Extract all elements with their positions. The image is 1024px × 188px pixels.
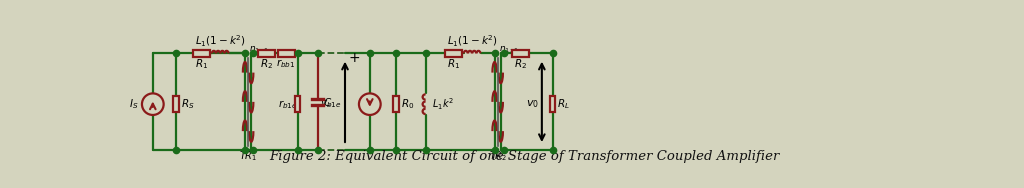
Bar <box>173 96 179 112</box>
Text: $v_0$: $v_0$ <box>525 98 539 110</box>
Circle shape <box>142 93 164 115</box>
Text: $L_1k^2$: $L_1k^2$ <box>432 96 454 112</box>
Text: $R_S$: $R_S$ <box>180 97 195 111</box>
Bar <box>550 96 555 112</box>
Text: $R_0$: $R_0$ <box>400 97 414 111</box>
Text: $R_L$: $R_L$ <box>557 97 570 111</box>
Text: +: + <box>348 51 359 65</box>
Text: $TR_1$: $TR_1$ <box>239 149 257 163</box>
Text: $I_S$: $I_S$ <box>129 97 138 111</box>
Text: $R_1$: $R_1$ <box>446 58 460 71</box>
Text: $n_{1:1}$: $n_{1:1}$ <box>249 44 269 55</box>
Bar <box>194 50 210 57</box>
Text: $v_{b1e}$: $v_{b1e}$ <box>321 98 342 110</box>
Bar <box>295 96 300 112</box>
Text: $C$: $C$ <box>323 96 332 108</box>
Circle shape <box>359 93 381 115</box>
Text: $R_2$: $R_2$ <box>260 58 273 71</box>
Text: $r_{bb1}$: $r_{bb1}$ <box>276 58 296 70</box>
Bar <box>512 50 529 57</box>
Text: $R_2$: $R_2$ <box>514 58 527 71</box>
Text: $L_1(1-k^2)$: $L_1(1-k^2)$ <box>195 33 246 49</box>
Text: $TR_2$: $TR_2$ <box>488 149 507 163</box>
Bar <box>278 50 295 57</box>
Text: Figure 2: Equivalent Circuit of one Stage of Transformer Coupled Amplifier: Figure 2: Equivalent Circuit of one Stag… <box>269 150 780 163</box>
Text: $n_{1:1}$: $n_{1:1}$ <box>499 44 518 55</box>
Text: $r_{b1e}$: $r_{b1e}$ <box>279 98 298 111</box>
Bar <box>258 50 275 57</box>
Bar <box>393 96 399 112</box>
Text: $R_1$: $R_1$ <box>195 58 208 71</box>
Text: $L_1(1-k^2)$: $L_1(1-k^2)$ <box>446 33 498 49</box>
Bar <box>445 50 462 57</box>
